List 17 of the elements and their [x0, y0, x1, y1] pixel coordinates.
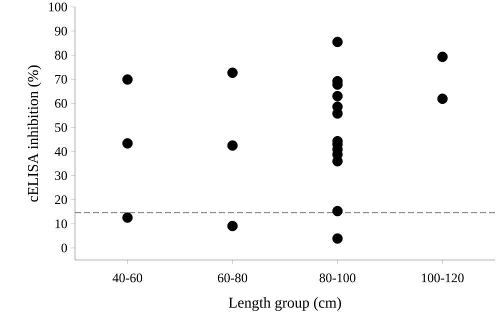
x-tick-label: 100-120: [422, 274, 464, 282]
y-tick-label: 60: [55, 99, 67, 108]
y-tick-label: 80: [54, 50, 67, 60]
y-tick-label: 90: [54, 26, 67, 36]
y-tick-label: 10: [56, 219, 67, 228]
y-tick-label: 50: [55, 123, 67, 132]
y-axis-title: cELISA inhibition (%): [28, 65, 42, 202]
y-tick-label: 100: [49, 2, 67, 12]
y-tick-label: 30: [55, 171, 67, 180]
y-tick-label: 70: [55, 74, 67, 84]
x-axis-title: Length group (cm): [228, 297, 341, 311]
x-tick-label: 60-80: [218, 274, 248, 282]
y-tick-label: 0: [61, 244, 67, 252]
y-tick-label: 20: [55, 195, 67, 204]
y-tick-label: 40: [54, 147, 67, 156]
x-tick-label: 80-100: [320, 274, 356, 282]
x-tick-label: 40-60: [112, 274, 142, 282]
